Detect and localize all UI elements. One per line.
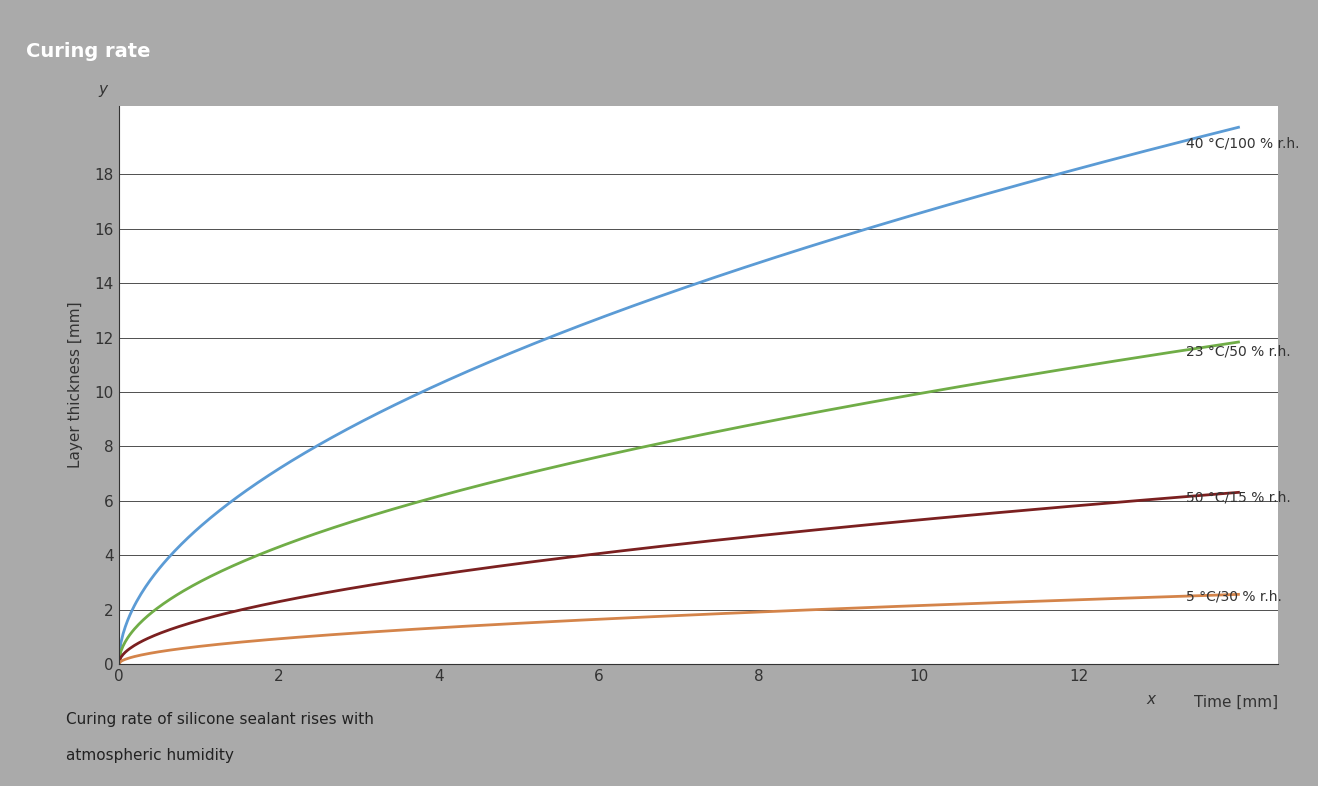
Text: 23 °C/50 % r.h.: 23 °C/50 % r.h. xyxy=(1186,345,1292,358)
Text: Curing rate: Curing rate xyxy=(26,42,150,61)
X-axis label: Time [mm]: Time [mm] xyxy=(1194,695,1278,710)
Text: y: y xyxy=(98,82,107,97)
Text: 50 °C/15 % r.h.: 50 °C/15 % r.h. xyxy=(1186,490,1292,505)
Text: 5 °C/30 % r.h.: 5 °C/30 % r.h. xyxy=(1186,590,1282,604)
Text: x: x xyxy=(1147,692,1156,707)
Text: Curing rate of silicone sealant rises with: Curing rate of silicone sealant rises wi… xyxy=(66,712,374,727)
Text: atmospheric humidity: atmospheric humidity xyxy=(66,747,233,763)
Y-axis label: Layer thickness [mm]: Layer thickness [mm] xyxy=(69,302,83,468)
Text: 40 °C/100 % r.h.: 40 °C/100 % r.h. xyxy=(1186,137,1300,150)
